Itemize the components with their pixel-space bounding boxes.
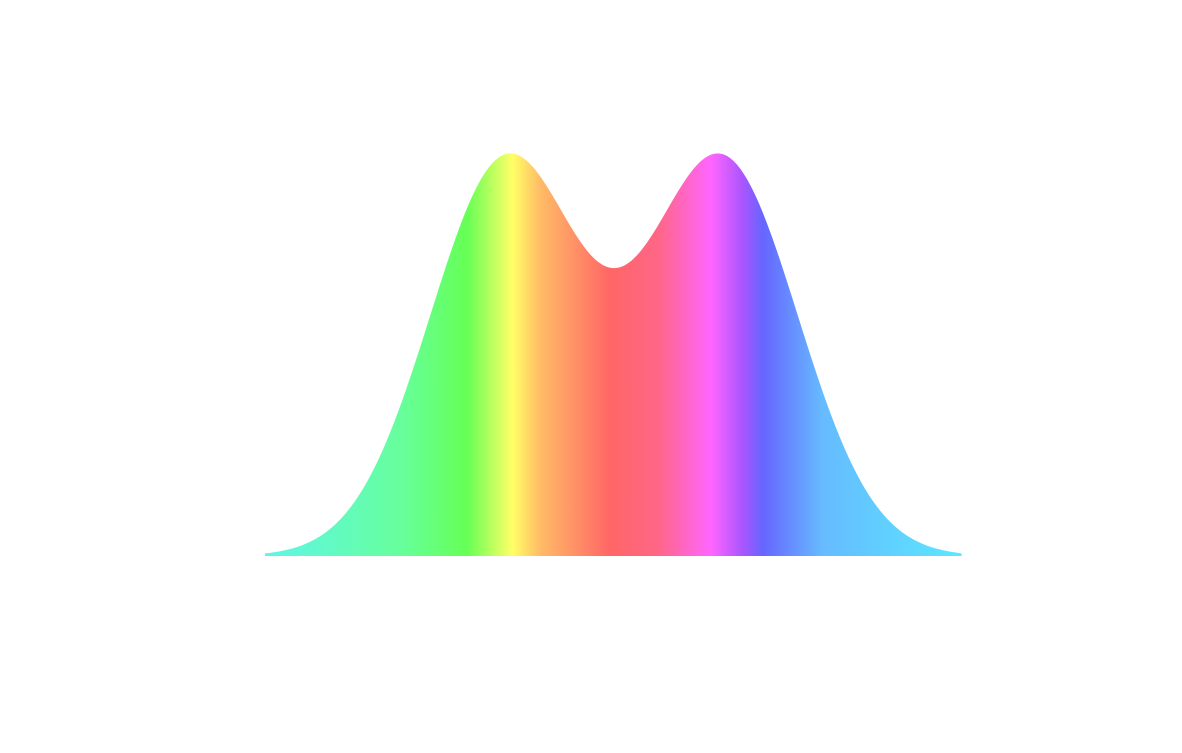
rainbow-curve-fill [265, 153, 962, 556]
